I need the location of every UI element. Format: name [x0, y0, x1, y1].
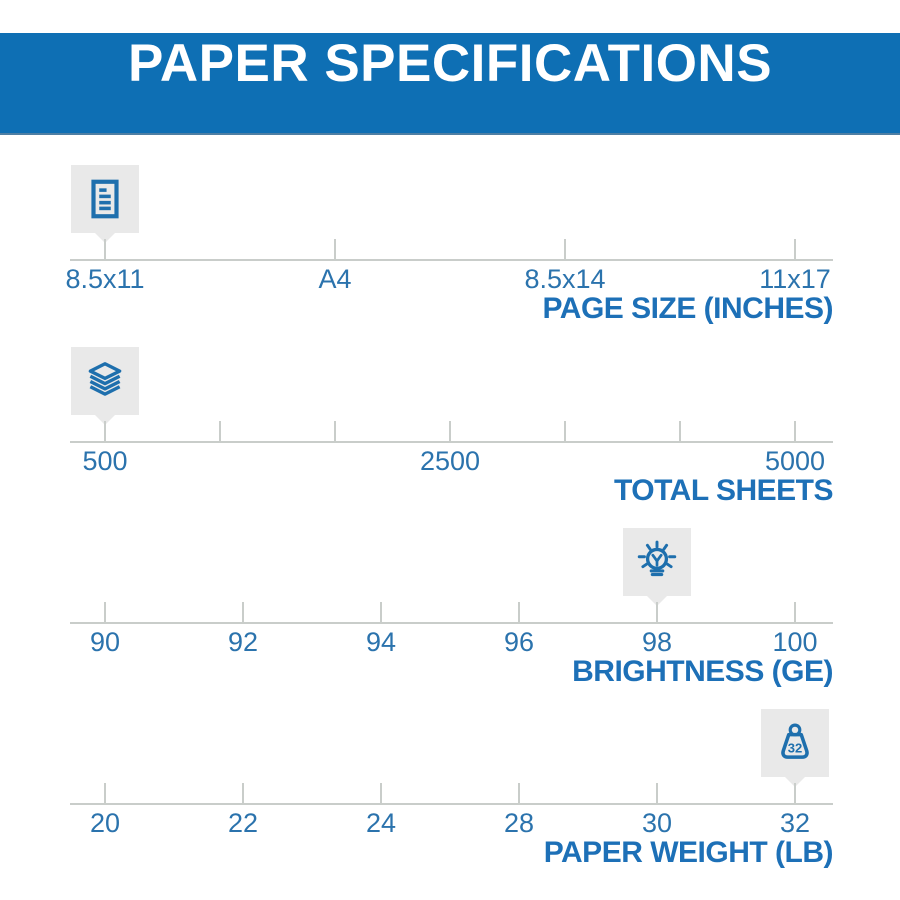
- scale-page-size: 8.5x11 A4 8.5x14 11x17 PAGE SIZE (INCHES): [0, 165, 900, 343]
- scale-title: PAGE SIZE (INCHES): [542, 292, 834, 325]
- tick-label: 90: [89, 627, 121, 657]
- scale-paper-weight: 32 20 22 24 28 30 32 PAPER WEIGHT (LB): [0, 709, 900, 887]
- marker-pointer: [785, 777, 805, 787]
- scale-brightness: 90 92 94 96 98 100 BRIGHTNESS (GE): [0, 528, 900, 706]
- header-banner: PAPER SPECIFICATIONS: [0, 33, 900, 135]
- scale-tick: [518, 602, 520, 622]
- scale-tick: [794, 602, 796, 622]
- tick-label: 2500: [419, 446, 481, 476]
- scale-title: PAPER WEIGHT (LB): [543, 836, 834, 869]
- tick-label: 20: [89, 808, 121, 838]
- scale-tick: [242, 783, 244, 803]
- tick-label: 11x17: [759, 264, 831, 294]
- selected-marker-brightness: [623, 528, 691, 606]
- tick-label: 30: [641, 808, 673, 838]
- tick-label: 8.5x11: [65, 264, 145, 294]
- tick-label: 28: [503, 808, 535, 838]
- page-title: PAPER SPECIFICATIONS: [127, 34, 773, 93]
- marker-pointer: [647, 596, 667, 606]
- scale-tick: [449, 421, 451, 441]
- scale-tick: [104, 421, 106, 441]
- scale-rail: [70, 259, 833, 261]
- tick-label: 94: [365, 627, 397, 657]
- scale-title: BRIGHTNESS (GE): [572, 655, 833, 688]
- selected-marker-total-sheets: [71, 347, 139, 425]
- scale-tick: [380, 783, 382, 803]
- scale-tick: [334, 421, 336, 441]
- scale-tick: [380, 602, 382, 622]
- scale-rail: [70, 803, 833, 805]
- scale-tick: [242, 602, 244, 622]
- scale-rail: [70, 622, 833, 624]
- scale-tick: [334, 239, 336, 259]
- tick-label: 100: [772, 627, 818, 657]
- selected-marker-paper-weight: 32: [761, 709, 829, 787]
- weight-icon-value: 32: [788, 740, 803, 755]
- tick-label: 96: [503, 627, 535, 657]
- lightbulb-icon: [637, 540, 677, 577]
- marker-pointer: [95, 415, 115, 425]
- tick-label: 92: [227, 627, 259, 657]
- scale-tick: [564, 421, 566, 441]
- marker-pointer: [95, 233, 115, 243]
- paper-stack-icon: [88, 362, 122, 396]
- document-icon: [91, 179, 119, 219]
- tick-label: 24: [365, 808, 397, 838]
- scale-tick: [794, 421, 796, 441]
- scale-tick: [518, 783, 520, 803]
- tick-label: 5000: [764, 446, 826, 476]
- scale-total-sheets: 500 2500 5000 TOTAL SHEETS: [0, 347, 900, 525]
- tick-label: 98: [641, 627, 673, 657]
- selected-marker-page-size: [71, 165, 139, 243]
- tick-label: 8.5x14: [524, 264, 606, 294]
- scale-rail: [70, 441, 833, 443]
- tick-label: 500: [82, 446, 128, 476]
- scale-tick: [104, 602, 106, 622]
- scale-tick: [679, 421, 681, 441]
- scale-title: TOTAL SHEETS: [613, 474, 834, 507]
- scale-tick: [564, 239, 566, 259]
- scale-tick: [219, 421, 221, 441]
- weight-icon: 32: [781, 723, 809, 759]
- tick-label: A4: [318, 264, 352, 294]
- scale-tick: [794, 783, 796, 803]
- scale-tick: [104, 239, 106, 259]
- scale-tick: [104, 783, 106, 803]
- scale-tick: [656, 783, 658, 803]
- tick-label: 22: [227, 808, 259, 838]
- tick-label: 32: [779, 808, 811, 838]
- scale-tick: [794, 239, 796, 259]
- scale-tick: [656, 602, 658, 622]
